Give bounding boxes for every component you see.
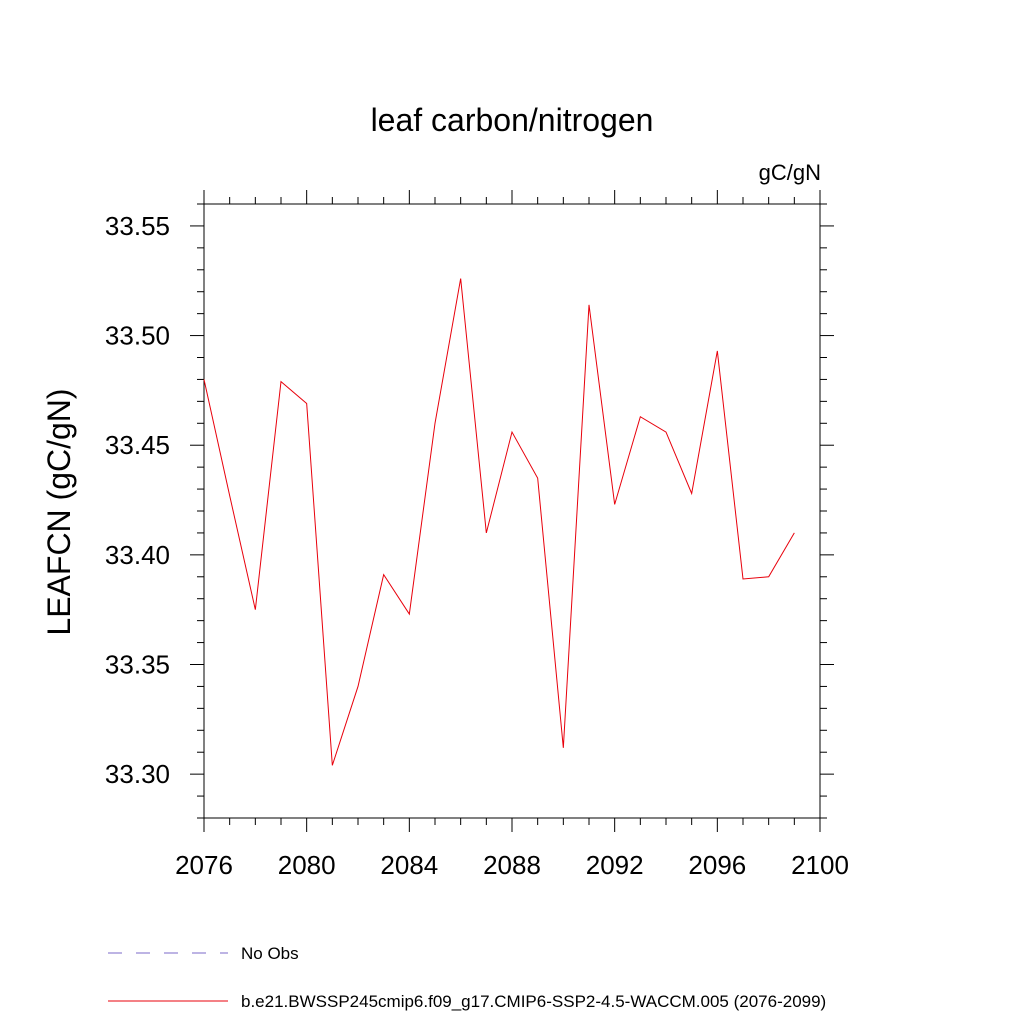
y-axis-label: LEAFCN (gC/gN) — [41, 388, 77, 635]
x-tick-label: 2088 — [483, 850, 541, 880]
y-tick-label: 33.50 — [105, 321, 170, 351]
y-tick-label: 33.30 — [105, 759, 170, 789]
series-line-0 — [203, 278, 795, 766]
x-tick-label: 2084 — [380, 850, 438, 880]
y-tick-label: 33.40 — [105, 540, 170, 570]
x-tick-labels: 2076 2080 2084 2088 2092 2096 2100 — [175, 850, 849, 880]
y-tick-label: 33.35 — [105, 650, 170, 680]
units-label: gC/gN — [759, 160, 821, 185]
axis-ticks — [190, 190, 834, 832]
x-tick-label: 2080 — [278, 850, 336, 880]
y-tick-label: 33.55 — [105, 211, 170, 241]
legend: No Obs b.e21.BWSSP245cmip6.f09_g17.CMIP6… — [108, 944, 826, 1011]
legend-label-no-obs: No Obs — [241, 944, 299, 963]
x-tick-label: 2092 — [586, 850, 644, 880]
legend-label-model: b.e21.BWSSP245cmip6.f09_g17.CMIP6-SSP2-4… — [241, 992, 826, 1011]
x-tick-label: 2096 — [688, 850, 746, 880]
x-tick-label: 2076 — [175, 850, 233, 880]
plot-frame — [203, 203, 821, 819]
chart-title: leaf carbon/nitrogen — [371, 102, 654, 138]
x-tick-label: 2100 — [791, 850, 849, 880]
series-lines — [203, 278, 795, 766]
y-tick-labels: 33.30 33.35 33.40 33.45 33.50 33.55 — [105, 211, 170, 789]
y-tick-label: 33.45 — [105, 430, 170, 460]
